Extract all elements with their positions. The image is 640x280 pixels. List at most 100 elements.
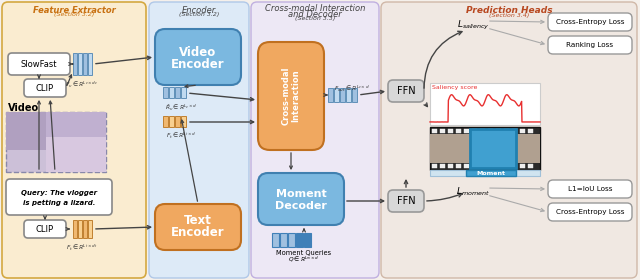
Bar [464,129,469,133]
Text: Moment: Moment [477,171,506,176]
FancyBboxPatch shape [149,2,249,278]
Bar [432,164,437,168]
Text: $F_t \in \mathbb{R}^{L_t \times d}$: $F_t \in \mathbb{R}^{L_t \times d}$ [166,131,196,141]
Text: Cross-modal
Interaction: Cross-modal Interaction [282,67,301,125]
Text: Cross-modal Interaction: Cross-modal Interaction [265,4,365,13]
Text: CLIP: CLIP [36,83,54,92]
Bar [46,137,106,172]
Bar [334,88,339,102]
Text: Video: Video [179,46,216,59]
Bar [504,129,509,133]
Bar [488,129,493,133]
Bar [6,112,46,150]
Bar [6,112,106,172]
Bar [512,129,517,133]
FancyBboxPatch shape [24,79,66,97]
Bar [456,164,461,168]
Text: $F_t \in \mathbb{R}^{L_t \times d_t}$: $F_t \in \mathbb{R}^{L_t \times d_t}$ [67,243,98,253]
FancyBboxPatch shape [258,173,344,225]
Bar [448,129,453,133]
Bar [83,53,87,75]
FancyBboxPatch shape [2,2,146,278]
Bar [340,88,345,102]
FancyBboxPatch shape [388,190,424,212]
Text: L1=IoU Loss: L1=IoU Loss [568,186,612,192]
Bar [346,88,351,102]
Bar [163,116,168,127]
Text: SlowFast: SlowFast [20,60,57,69]
Text: Query: The vlogger: Query: The vlogger [21,190,97,196]
FancyBboxPatch shape [548,36,632,54]
Bar [480,129,485,133]
Bar [296,233,303,247]
Bar [78,53,82,75]
Bar [169,87,174,98]
Bar [88,53,92,75]
Bar [520,129,525,133]
FancyBboxPatch shape [258,42,324,150]
Text: Saliency score: Saliency score [432,85,477,90]
Text: $F_v \in \mathbb{R}^{L_v \times d_v}$: $F_v \in \mathbb{R}^{L_v \times d_v}$ [65,80,99,90]
Bar [175,87,180,98]
Bar [488,164,493,168]
Bar [46,112,106,137]
FancyBboxPatch shape [251,2,379,278]
Bar [432,129,437,133]
Text: (Section 3.2): (Section 3.2) [54,12,94,17]
Bar [304,233,311,247]
Bar [352,88,357,102]
Bar [181,87,186,98]
Text: Cross-Entropy Loss: Cross-Entropy Loss [556,209,624,215]
Text: Feature Extractor: Feature Extractor [33,6,115,15]
Bar [528,164,533,168]
Text: (Section 3.2): (Section 3.2) [179,12,219,17]
Bar [440,164,445,168]
Bar [504,164,509,168]
Bar [288,233,295,247]
Text: $L_{saliency}$: $L_{saliency}$ [456,18,490,32]
Bar [83,220,87,238]
Bar [464,164,469,168]
Bar [73,220,77,238]
Bar [73,53,77,75]
Bar [520,164,525,168]
Bar [175,116,180,127]
Text: and Decoder: and Decoder [288,10,342,19]
Bar [440,129,445,133]
Text: $L_{moment}$: $L_{moment}$ [456,186,490,198]
FancyBboxPatch shape [388,80,424,102]
Text: Cross-Entropy Loss: Cross-Entropy Loss [556,19,624,25]
FancyBboxPatch shape [548,203,632,221]
FancyBboxPatch shape [8,53,70,75]
Text: (Section 3.4): (Section 3.4) [489,13,529,18]
Bar [430,134,540,163]
Bar [272,233,279,247]
Bar [78,220,82,238]
Text: Ranking Loss: Ranking Loss [566,42,614,48]
Bar [528,129,533,133]
Text: CLIP: CLIP [36,225,54,234]
Text: Prediction Heads: Prediction Heads [466,6,552,15]
Text: $Q \in \mathbb{R}^{L_m \times d}$: $Q \in \mathbb{R}^{L_m \times d}$ [289,255,319,264]
Bar [163,87,168,98]
Bar [472,129,477,133]
Bar [169,116,174,127]
Bar [181,116,186,127]
Text: is petting a lizard.: is petting a lizard. [23,200,95,206]
Bar [328,88,333,102]
FancyBboxPatch shape [6,179,112,215]
Bar [430,170,540,176]
Bar [471,130,515,167]
Bar [448,164,453,168]
FancyBboxPatch shape [155,204,241,250]
Bar [496,129,501,133]
Text: $F_{out} \in \mathbb{R}^{L_v \times d}$: $F_{out} \in \mathbb{R}^{L_v \times d}$ [334,84,370,94]
Bar [496,164,501,168]
FancyBboxPatch shape [381,2,637,278]
Bar [88,220,92,238]
Text: Moment Queries: Moment Queries [276,250,332,256]
Bar [280,233,287,247]
Text: Moment: Moment [276,189,326,199]
Text: Encoder: Encoder [171,225,225,239]
Text: Encoder: Encoder [182,6,216,15]
